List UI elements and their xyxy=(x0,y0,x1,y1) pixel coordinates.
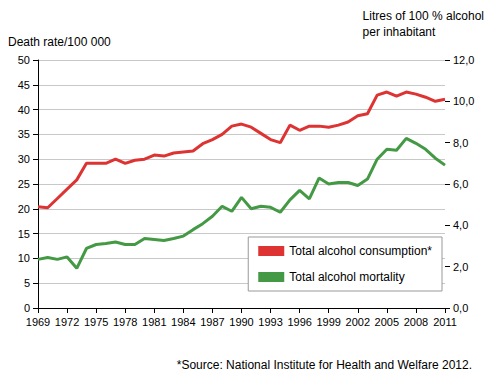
svg-text:1999: 1999 xyxy=(316,316,340,328)
svg-text:Death rate/100 000: Death rate/100 000 xyxy=(8,35,111,49)
svg-text:8,0: 8,0 xyxy=(453,137,468,149)
svg-text:15: 15 xyxy=(18,228,30,240)
svg-text:50: 50 xyxy=(18,54,30,66)
svg-text:1984: 1984 xyxy=(171,316,195,328)
svg-text:2002: 2002 xyxy=(346,316,370,328)
svg-text:2008: 2008 xyxy=(404,316,428,328)
svg-text:1978: 1978 xyxy=(113,316,137,328)
svg-text:1972: 1972 xyxy=(55,316,79,328)
svg-text:10,0: 10,0 xyxy=(453,95,474,107)
svg-text:40: 40 xyxy=(18,104,30,116)
svg-text:20: 20 xyxy=(18,203,30,215)
svg-text:1981: 1981 xyxy=(142,316,166,328)
svg-text:*Source: National Institute fo: *Source: National Institute for Health a… xyxy=(177,358,472,372)
svg-text:35: 35 xyxy=(18,128,30,140)
svg-text:2011: 2011 xyxy=(433,316,457,328)
svg-text:2005: 2005 xyxy=(375,316,399,328)
svg-text:45: 45 xyxy=(18,79,30,91)
svg-text:1987: 1987 xyxy=(200,316,224,328)
svg-text:Total alcohol mortality: Total alcohol mortality xyxy=(289,270,404,284)
svg-text:1969: 1969 xyxy=(26,316,50,328)
svg-text:0,0: 0,0 xyxy=(453,302,468,314)
svg-text:25: 25 xyxy=(18,178,30,190)
svg-text:Total alcohol consumption*: Total alcohol consumption* xyxy=(289,244,432,258)
svg-text:2,0: 2,0 xyxy=(453,261,468,273)
svg-text:12,0: 12,0 xyxy=(453,54,474,66)
svg-text:1993: 1993 xyxy=(258,316,282,328)
svg-text:6,0: 6,0 xyxy=(453,178,468,190)
svg-text:10: 10 xyxy=(18,252,30,264)
svg-text:1996: 1996 xyxy=(287,316,311,328)
svg-text:1990: 1990 xyxy=(229,316,253,328)
svg-text:1975: 1975 xyxy=(84,316,108,328)
svg-text:0: 0 xyxy=(24,302,30,314)
svg-text:5: 5 xyxy=(24,277,30,289)
svg-text:Litres of 100 % alcohol: Litres of 100 % alcohol xyxy=(363,9,484,23)
svg-text:per inhabitant: per inhabitant xyxy=(363,25,436,39)
svg-text:30: 30 xyxy=(18,153,30,165)
svg-text:4,0: 4,0 xyxy=(453,219,468,231)
